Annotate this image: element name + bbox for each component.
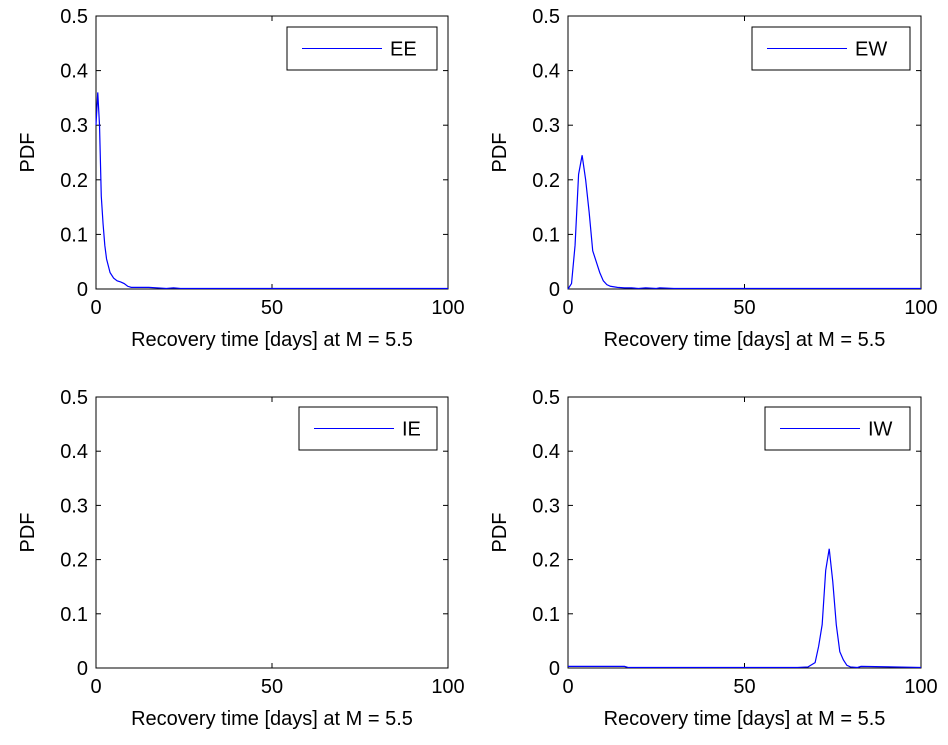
panel-iw: 0 0.1 0.2 0.3 0.4 0.5 0 50 100 PDF Recovery tim… <box>489 387 938 730</box>
y-tick-label: 0.4 <box>60 441 88 463</box>
x-tick-label: 100 <box>904 676 937 698</box>
x-axis-label: Recovery time [days] at M = 5.5 <box>131 329 413 351</box>
y-axis-label: PDF <box>17 133 39 173</box>
series-line-ew <box>567 155 921 290</box>
x-ticks: 0 50 100 <box>90 397 465 698</box>
x-axis-label: Recovery time [days] at M = 5.5 <box>604 329 886 351</box>
x-axis-label: Recovery time [days] at M = 5.5 <box>131 708 413 730</box>
y-tick-label: 0.2 <box>60 550 88 572</box>
x-tick-label: 100 <box>904 297 937 319</box>
y-tick-label: 0.1 <box>532 224 560 246</box>
legend: IW <box>764 406 911 451</box>
panel-ew: 0 0.1 0.2 0.3 0.4 0.5 0 50 100 PDF Recovery tim… <box>489 6 938 351</box>
y-tick-label: 0.4 <box>532 441 560 463</box>
y-tick-label: 0.5 <box>532 6 560 28</box>
x-tick-label: 50 <box>733 297 755 319</box>
legend: EW <box>751 26 911 71</box>
y-tick-label: 0.1 <box>60 604 88 626</box>
y-tick-label: 0 <box>549 658 560 680</box>
series-line-ee <box>95 92 448 290</box>
legend-label: EW <box>855 39 887 61</box>
y-ticks: 0 0.1 0.2 0.3 0.4 0.5 <box>532 387 921 680</box>
x-tick-label: 0 <box>90 676 101 698</box>
y-tick-label: 0.2 <box>60 170 88 192</box>
y-tick-label: 0.4 <box>532 61 560 83</box>
y-axis-label: PDF <box>489 513 511 553</box>
legend-label: IE <box>402 419 421 441</box>
x-tick-label: 0 <box>562 297 573 319</box>
series-group <box>568 548 922 669</box>
y-tick-label: 0.1 <box>532 604 560 626</box>
legend: EE <box>286 26 438 71</box>
x-ticks: 0 50 100 <box>562 397 938 698</box>
y-tick-label: 0 <box>77 658 88 680</box>
panel-ee: 0 0.1 0.2 0.3 0.4 0.5 0 50 100 PDF Recovery tim… <box>17 6 465 351</box>
x-ticks: 0 50 100 <box>562 16 938 319</box>
y-ticks: 0 0.1 0.2 0.3 0.4 0.5 <box>60 387 448 680</box>
y-ticks: 0 0.1 0.2 0.3 0.4 0.5 <box>532 6 921 301</box>
series-group <box>567 155 921 290</box>
y-tick-label: 0.4 <box>60 61 88 83</box>
x-tick-label: 50 <box>261 676 283 698</box>
series-line-iw <box>568 548 922 669</box>
y-tick-label: 0 <box>77 279 88 301</box>
x-tick-label: 100 <box>431 297 464 319</box>
y-axis-label: PDF <box>17 513 39 553</box>
series-group <box>95 92 448 290</box>
y-tick-label: 0.5 <box>60 387 88 409</box>
y-tick-label: 0.3 <box>60 495 88 517</box>
y-tick-label: 0.1 <box>60 224 88 246</box>
y-tick-label: 0.2 <box>532 550 560 572</box>
x-tick-label: 0 <box>90 297 101 319</box>
panel-ie: 0 0.1 0.2 0.3 0.4 0.5 0 50 100 PDF Recovery tim… <box>17 387 465 730</box>
legend-label: IW <box>868 419 893 441</box>
y-tick-label: 0.3 <box>532 115 560 137</box>
y-tick-label: 0 <box>549 279 560 301</box>
legend: IE <box>298 406 438 451</box>
x-axis-label: Recovery time [days] at M = 5.5 <box>604 708 886 730</box>
x-tick-label: 50 <box>261 297 283 319</box>
x-ticks: 0 50 100 <box>90 16 465 319</box>
x-tick-label: 50 <box>733 676 755 698</box>
y-tick-label: 0.3 <box>60 115 88 137</box>
y-tick-label: 0.3 <box>532 495 560 517</box>
y-ticks: 0 0.1 0.2 0.3 0.4 0.5 <box>60 6 448 301</box>
y-tick-label: 0.2 <box>532 170 560 192</box>
legend-label: EE <box>390 39 417 61</box>
y-axis-label: PDF <box>489 133 511 173</box>
x-tick-label: 100 <box>431 676 464 698</box>
y-tick-label: 0.5 <box>532 387 560 409</box>
y-tick-label: 0.5 <box>60 6 88 28</box>
x-tick-label: 0 <box>562 676 573 698</box>
